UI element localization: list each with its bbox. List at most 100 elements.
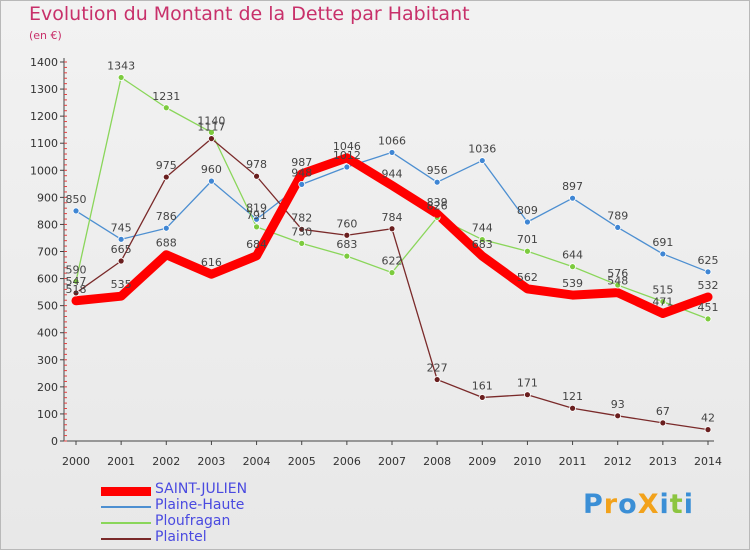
y-tick-label: 700 [37,246,58,259]
legend-label: Ploufragan [155,513,231,529]
data-label: 760 [336,217,357,230]
x-tick-label: 2013 [649,455,677,468]
x-tick-label: 2001 [107,455,135,468]
data-label: 688 [156,237,177,250]
data-point [569,404,576,412]
data-point [659,298,667,305]
logo-letter: X [637,489,660,520]
data-point [659,419,667,427]
data-label: 782 [291,211,312,224]
data-label: 1140 [197,114,225,127]
data-point [298,225,306,233]
data-label: 1046 [333,140,361,153]
chart-title: Evolution du Montant de la Dette par Hab… [29,3,470,25]
data-point [207,270,216,279]
data-point [568,291,577,300]
logo-letter: P [583,489,604,520]
data-point [162,173,170,181]
data-label: 1012 [333,149,361,162]
data-label: 42 [701,412,715,425]
data-point [253,223,260,231]
y-tick-label: 200 [37,381,58,394]
y-tick-label: 0 [51,435,58,448]
data-point [388,269,396,277]
data-label: 1343 [107,59,135,72]
legend-label: Plaine-Haute [155,497,245,513]
data-label: 515 [652,284,673,297]
data-point [704,268,712,276]
data-point [659,250,667,258]
data-point [569,263,576,271]
data-label: 948 [291,166,312,179]
y-tick-label: 1100 [30,137,58,150]
data-point [208,177,215,185]
y-tick-label: 1200 [30,110,58,123]
y-tick-label: 800 [37,218,58,231]
legend-swatch [101,486,151,496]
legend-swatch [101,538,151,540]
y-tick-label: 300 [37,354,58,367]
data-point [117,257,125,265]
data-label: 547 [66,275,87,288]
data-label: 683 [336,238,357,251]
data-label: 744 [472,222,493,235]
data-point [524,218,531,226]
data-label: 1066 [378,134,406,147]
legend-item: SAINT-JULIEN [101,481,321,499]
data-label: 839 [427,196,448,209]
data-label: 622 [382,255,403,268]
y-tick-label: 1000 [30,164,58,177]
chart-legend: SAINT-JULIEN Plaine-Haute Ploufragan Pla… [101,481,321,547]
x-tick-label: 2009 [468,455,496,468]
x-tick-label: 2011 [559,455,587,468]
data-label: 691 [652,236,673,249]
data-label: 93 [611,398,625,411]
data-label: 121 [562,390,583,403]
data-label: 730 [291,225,312,238]
data-label: 683 [472,238,493,251]
x-tick-label: 2012 [604,455,632,468]
data-point [388,149,396,156]
data-label: 684 [246,238,267,251]
data-label: 67 [656,405,670,418]
data-point [117,74,125,81]
data-label: 562 [517,271,538,284]
data-point [162,104,170,112]
y-tick-label: 400 [37,327,58,340]
data-label: 745 [111,221,132,234]
data-point [388,225,396,233]
x-tick-label: 2006 [333,455,361,468]
legend-swatch [101,522,151,524]
data-point [478,252,487,261]
data-label: 548 [607,275,628,288]
y-tick-label: 1400 [30,56,58,69]
data-label: 789 [607,209,628,222]
data-point [343,163,351,171]
data-point [343,252,351,260]
data-point [162,250,171,259]
data-label: 535 [111,278,132,291]
data-label: 590 [66,263,87,276]
logo-letter: o [618,489,638,520]
x-tick-label: 2000 [62,455,90,468]
data-point [388,181,396,190]
data-label: 616 [201,256,222,269]
chart-unit: (en €) [29,29,62,42]
data-point [162,224,170,232]
series-line [71,153,713,318]
y-tick-label: 1300 [30,83,58,96]
data-point [614,281,622,289]
x-tick-label: 2014 [694,455,722,468]
data-point [478,157,486,164]
data-label: 978 [246,158,267,171]
legend-item: Plaintel [101,529,321,547]
data-point [433,209,442,218]
data-point [613,288,622,297]
data-label: 1231 [152,90,180,103]
data-label: 665 [111,243,132,256]
data-label: 784 [382,211,403,224]
logo-letter: r [603,489,619,520]
data-label: 539 [562,277,583,290]
data-point [253,172,260,180]
